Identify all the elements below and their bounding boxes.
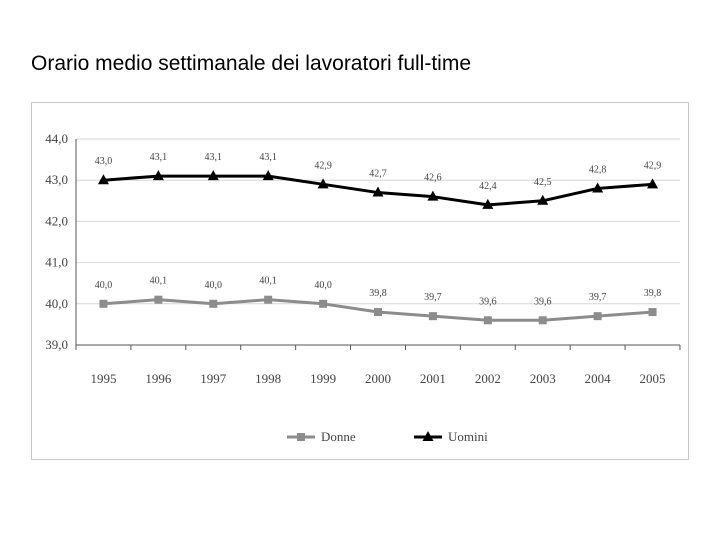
- series-uomini-data-label: 42,6: [424, 173, 442, 184]
- series-uomini-data-label: 43,1: [259, 152, 277, 163]
- y-tick-label: 39,0: [45, 337, 68, 352]
- legend-donne-label: Donne: [321, 429, 356, 444]
- y-tick-label: 40,0: [45, 296, 68, 311]
- x-tick-label: 1996: [145, 371, 172, 386]
- series-uomini-point: [537, 194, 549, 205]
- series-uomini-point: [427, 190, 439, 201]
- legend-donne-marker: [297, 433, 305, 441]
- series-donne-point: [538, 316, 547, 325]
- series-donne-point: [483, 316, 492, 325]
- y-tick-label: 44,0: [45, 131, 68, 146]
- line-chart: 39,0 40,0 41,0 42,0 43,0 44,0 1995 1996 1997 1998…: [45, 131, 681, 444]
- series-donne-data-label: 40,0: [95, 280, 113, 291]
- series-donne-data-label: 40,1: [150, 276, 168, 287]
- series-donne-point: [99, 299, 108, 308]
- series-uomini-point: [317, 178, 329, 189]
- page-title: Orario medio settimanale dei lavoratori …: [31, 52, 472, 75]
- series-donne-point: [154, 295, 163, 304]
- series-uomini-data-label: 42,9: [644, 160, 662, 171]
- x-tick-label: 2005: [640, 371, 666, 386]
- legend-uomini-label: Uomini: [448, 429, 488, 444]
- series-uomini-point: [372, 186, 384, 197]
- series-donne-point: [428, 312, 437, 321]
- y-tick-label: 42,0: [45, 213, 68, 228]
- x-tick-label: 1999: [310, 371, 336, 386]
- series-donne-point: [319, 299, 328, 308]
- x-tick-label: 2004: [585, 371, 612, 386]
- series-uomini-point: [482, 198, 494, 209]
- series-donne-point: [209, 299, 218, 308]
- x-tick-label: 2000: [365, 371, 391, 386]
- x-tick-label: 1998: [255, 371, 281, 386]
- series-uomini-point: [262, 170, 274, 181]
- series-donne-point: [648, 308, 657, 317]
- series-uomini-data-label: 42,7: [369, 169, 387, 180]
- series-donne-data-label: 39,7: [424, 292, 442, 303]
- x-tick-label: 1995: [90, 371, 116, 386]
- series-uomini-data-label: 43,1: [205, 152, 223, 163]
- series-donne-data-label: 40,0: [314, 280, 332, 291]
- series-uomini-point: [592, 182, 604, 193]
- y-tick-label: 43,0: [45, 172, 68, 187]
- series-donne-data-label: 39,6: [534, 296, 552, 307]
- series-donne-data-label: 39,6: [479, 296, 497, 307]
- series-uomini-point: [97, 174, 109, 185]
- series-uomini-data-label: 42,4: [479, 181, 497, 192]
- series-uomini-data-label: 42,9: [314, 160, 332, 171]
- x-tick-label: 2003: [530, 371, 556, 386]
- legend-uomini-marker: [422, 431, 434, 441]
- series-uomini-data-label: 43,0: [95, 156, 113, 167]
- series-donne-data-label: 40,0: [205, 280, 223, 291]
- x-tick-label: 2002: [475, 371, 501, 386]
- x-tick-label: 1997: [200, 371, 227, 386]
- series-donne-data-label: 39,7: [589, 292, 607, 303]
- series-donne-data-label: 39,8: [644, 288, 662, 299]
- series-donne-point: [264, 295, 273, 304]
- series-uomini-point: [647, 178, 659, 189]
- series-uomini-data-label: 43,1: [150, 152, 168, 163]
- series-uomini-point: [152, 170, 164, 181]
- series-uomini-point: [207, 170, 219, 181]
- x-tick-label: 2001: [420, 371, 446, 386]
- series-uomini-data-label: 42,8: [589, 164, 607, 175]
- series-donne-point: [593, 312, 602, 321]
- chart-frame: 39,0 40,0 41,0 42,0 43,0 44,0 1995 1996 1997 1998…: [31, 102, 689, 460]
- series-donne-point: [374, 308, 382, 317]
- series-uomini-data-label: 42,5: [534, 177, 552, 188]
- series-donne-data-label: 39,8: [369, 288, 387, 299]
- y-tick-label: 41,0: [45, 255, 68, 270]
- series-donne-data-label: 40,1: [259, 276, 277, 287]
